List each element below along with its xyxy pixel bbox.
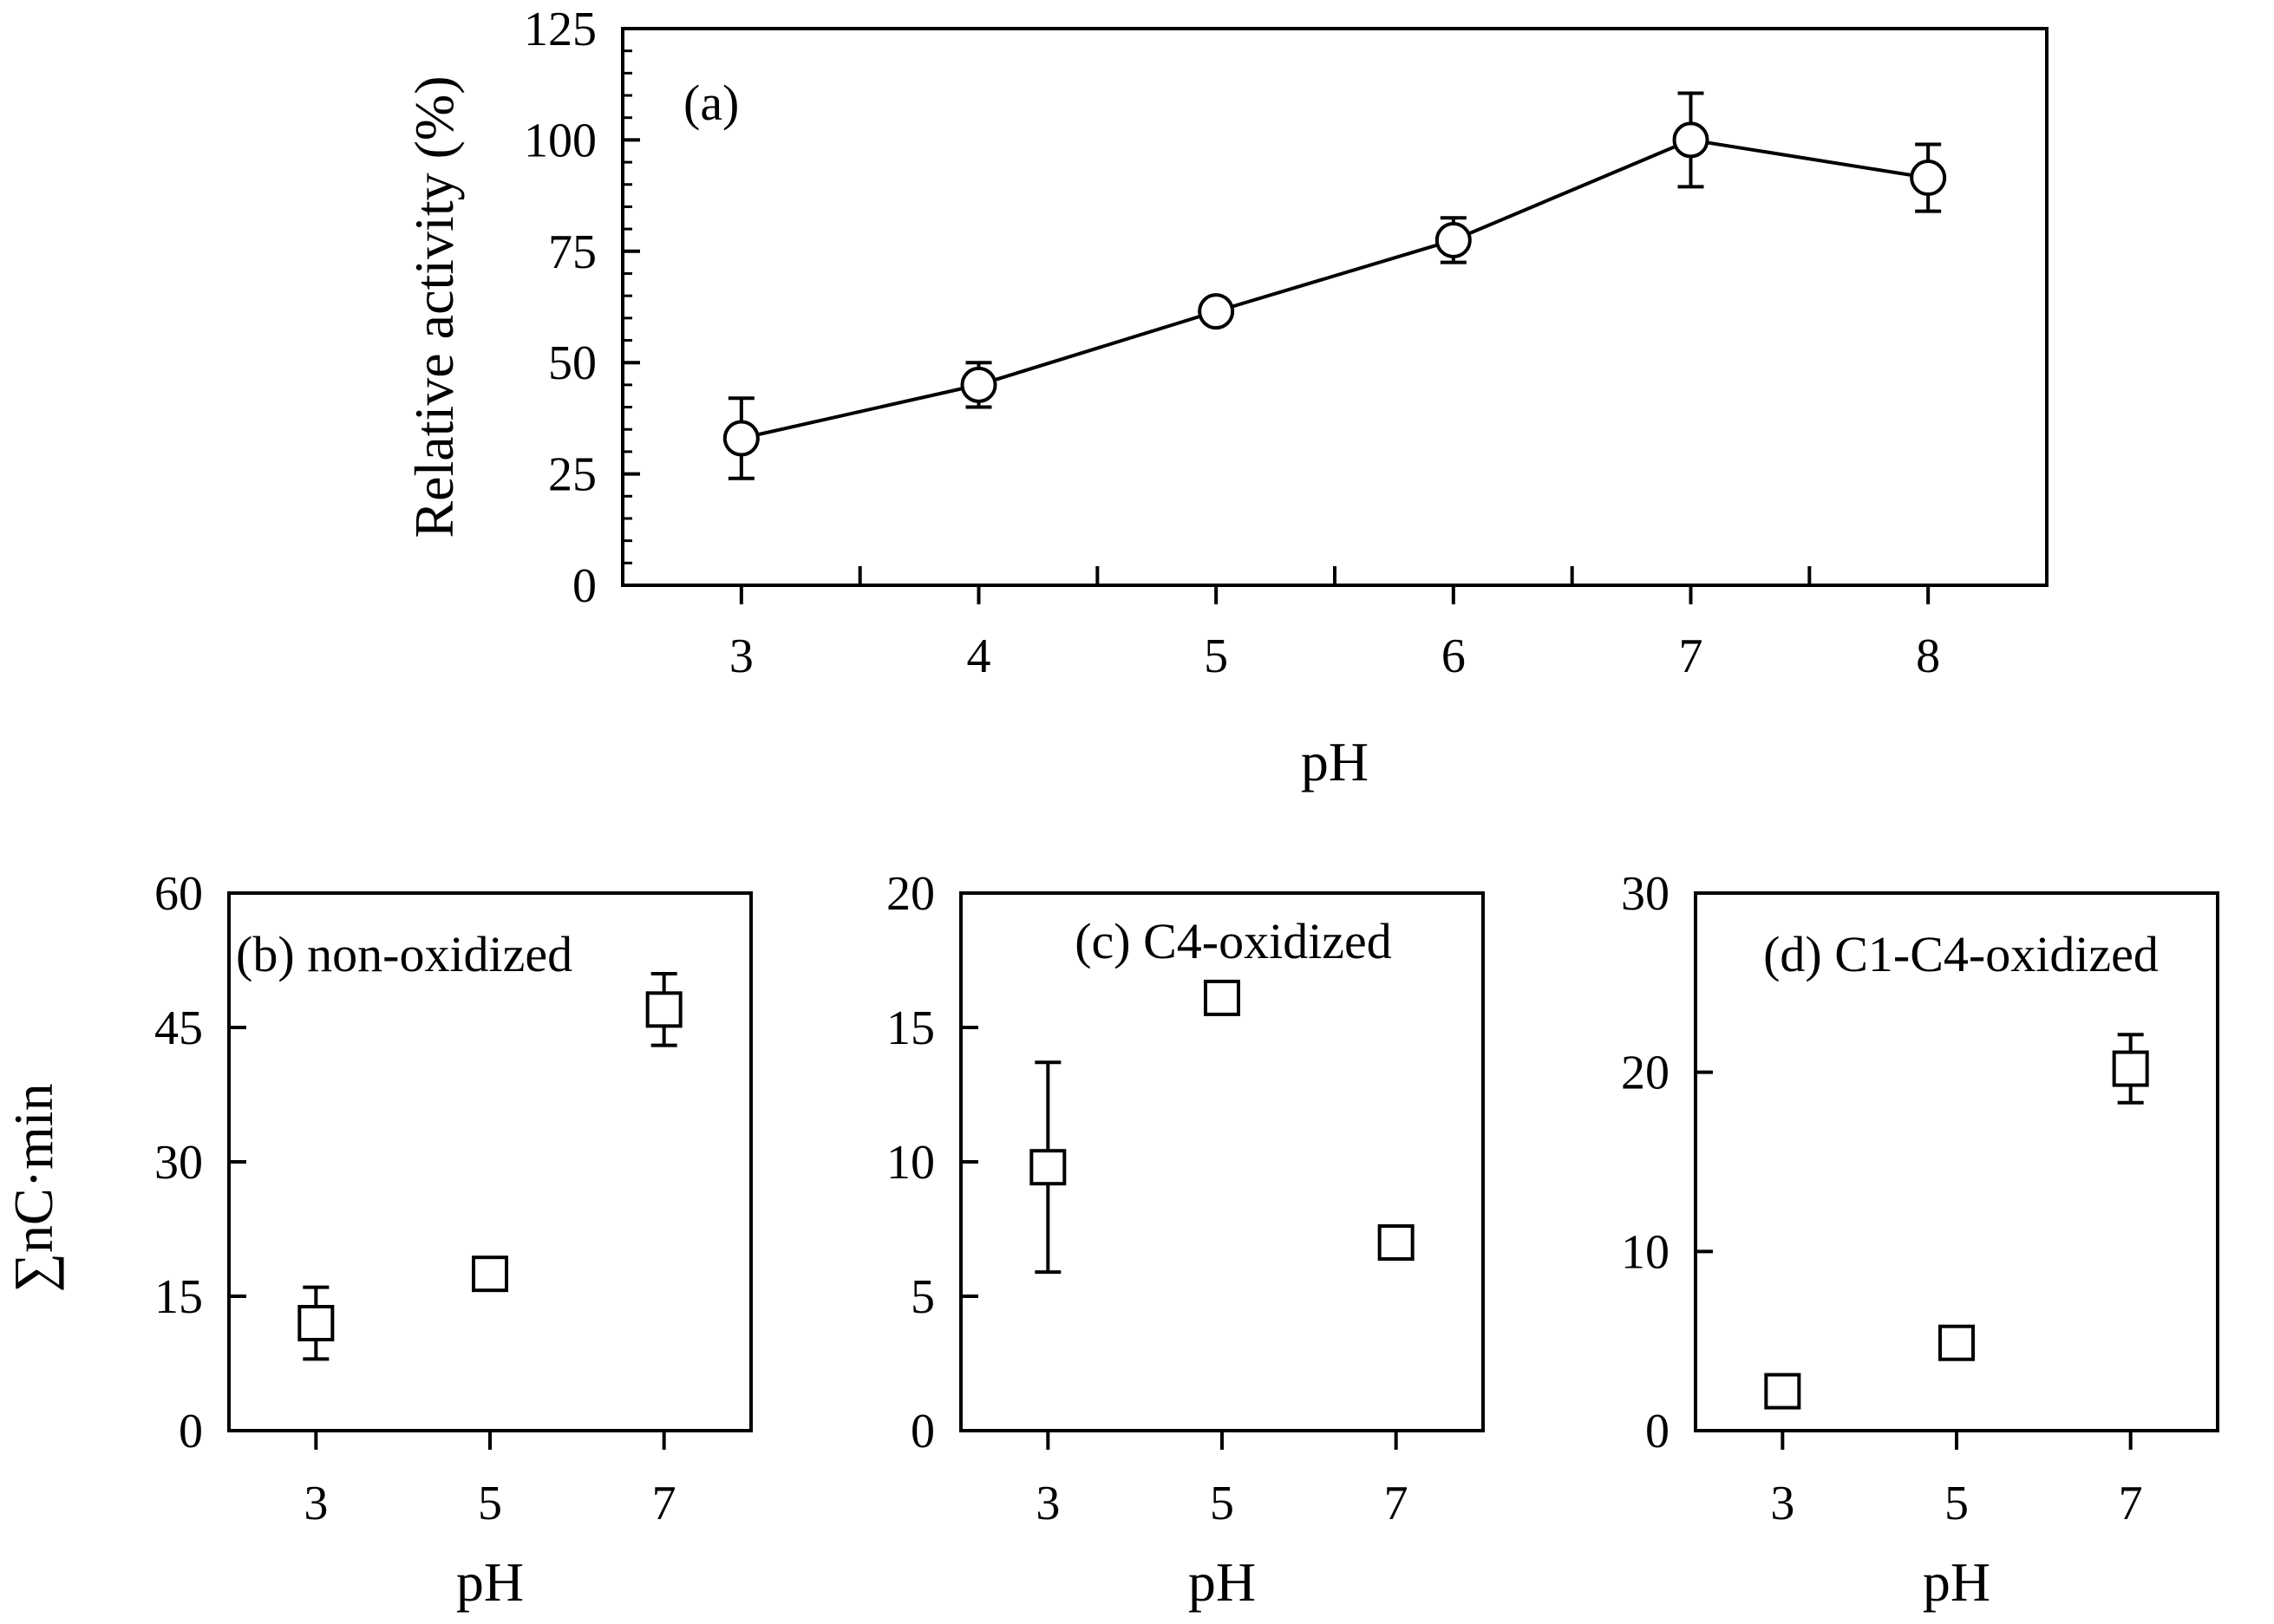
plot-frame xyxy=(621,27,2049,587)
series-line xyxy=(741,138,1929,440)
panel-a: 0 25 50 75 100 125 3 4 5 6 7 8 pH Relative activity (… xyxy=(403,3,2049,792)
x-tick-label: 3 xyxy=(1770,1477,1794,1530)
y-tick-label: 75 xyxy=(548,225,597,279)
x-tick-label: 5 xyxy=(1210,1477,1234,1530)
data-point xyxy=(2112,1050,2149,1087)
y-tick-label: 60 xyxy=(154,867,203,921)
y-tick-label: 45 xyxy=(154,1001,203,1055)
panel-label: (a) xyxy=(683,75,739,131)
data-point xyxy=(472,1256,508,1293)
data-point xyxy=(1910,160,1947,197)
x-axis-title: pH xyxy=(1923,1551,1990,1613)
y-tick-label: 0 xyxy=(911,1405,935,1458)
data-point xyxy=(645,991,683,1028)
data-point xyxy=(1434,221,1472,258)
y-tick-label: 100 xyxy=(524,114,597,167)
y-tick-label: 125 xyxy=(524,3,597,56)
panel-label: (b) non-oxidized xyxy=(236,926,572,982)
x-axis-title: pH xyxy=(1301,731,1369,792)
y-tick-label: 50 xyxy=(548,336,597,390)
x-tick-label: 7 xyxy=(652,1477,676,1530)
data-point xyxy=(1198,293,1235,330)
y-tick-label: 20 xyxy=(886,867,935,921)
y-tick-label: 15 xyxy=(886,1001,935,1055)
data-point xyxy=(1204,979,1240,1016)
y-tick-label: 10 xyxy=(886,1136,935,1190)
x-tick-label: 6 xyxy=(1441,629,1466,683)
x-tick-label: 3 xyxy=(1036,1477,1060,1530)
y-tick-label: 0 xyxy=(179,1405,203,1458)
panel-c: 0 5 10 15 20 3 5 7 pH (c) C4-oxidized xyxy=(886,867,1485,1613)
x-tick-label: 5 xyxy=(478,1477,502,1530)
data-point xyxy=(1377,1224,1415,1261)
data-point xyxy=(1672,121,1709,159)
panel-label: (d) C1-C4-oxidized xyxy=(1763,926,2159,982)
y-tick-label: 0 xyxy=(1645,1405,1670,1458)
y-tick-label: 25 xyxy=(548,448,597,502)
x-tick-label: 5 xyxy=(1204,629,1228,683)
data-point xyxy=(1029,1149,1067,1186)
data-point xyxy=(960,366,997,403)
x-axis-title: pH xyxy=(456,1551,524,1613)
y-tick-label: 30 xyxy=(154,1136,203,1190)
y-tick-label: 0 xyxy=(572,559,597,613)
data-point xyxy=(722,420,760,457)
data-point xyxy=(297,1305,335,1341)
y-tick-label: 5 xyxy=(911,1270,935,1324)
panel-label: (c) C4-oxidized xyxy=(1075,913,1392,969)
y-tick-label: 10 xyxy=(1621,1225,1670,1279)
x-tick-label: 3 xyxy=(729,629,754,683)
x-tick-label: 7 xyxy=(1679,629,1703,683)
data-point xyxy=(1938,1324,1975,1361)
data-point xyxy=(1764,1373,1801,1410)
x-axis-title: pH xyxy=(1188,1551,1256,1613)
panel-d: 0 10 20 30 3 5 7 pH (d) C1-C4-oxidized xyxy=(1621,867,2219,1613)
x-tick-label: 7 xyxy=(2119,1477,2143,1530)
y-tick-label: 20 xyxy=(1621,1047,1670,1100)
panel-b: 0 15 30 45 60 3 5 7 pH (b) non-oxidized xyxy=(154,867,753,1613)
x-tick-label: 8 xyxy=(1916,629,1940,683)
x-tick-label: 4 xyxy=(967,629,991,683)
x-tick-label: 3 xyxy=(304,1477,328,1530)
x-tick-label: 7 xyxy=(1384,1477,1408,1530)
y-tick-label: 15 xyxy=(154,1270,203,1324)
y-tick-label: 30 xyxy=(1621,867,1670,921)
y-axis-title: Relative activity (%) xyxy=(403,75,465,538)
x-tick-label: 5 xyxy=(1944,1477,1969,1530)
shared-y-axis-title: ∑nC·min xyxy=(3,1083,64,1292)
